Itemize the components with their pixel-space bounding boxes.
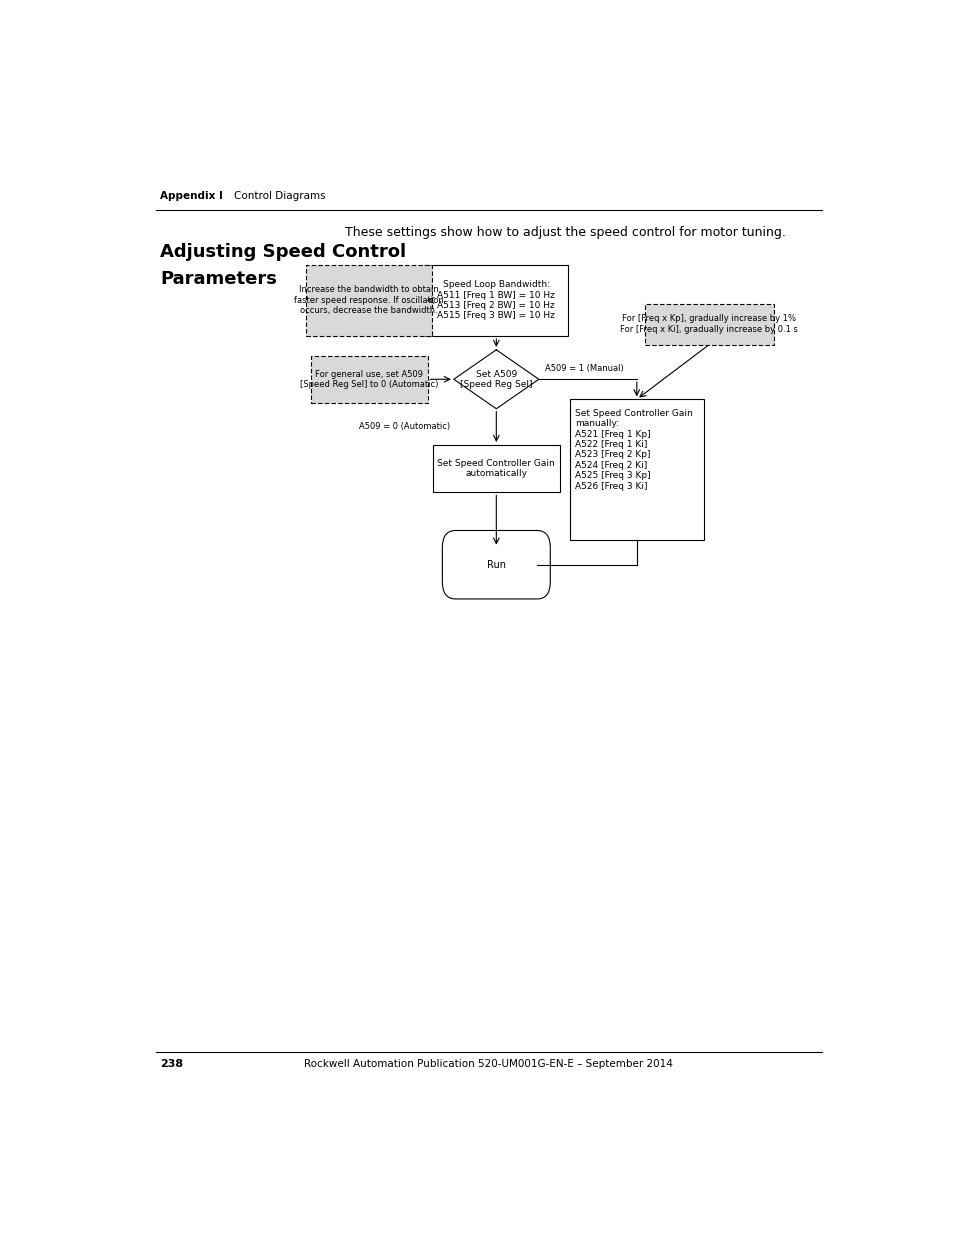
Text: These settings show how to adjust the speed control for motor tuning.: These settings show how to adjust the sp…	[344, 226, 785, 240]
Text: A509 = 0 (Automatic): A509 = 0 (Automatic)	[358, 422, 450, 431]
FancyBboxPatch shape	[644, 304, 773, 345]
Text: 238: 238	[160, 1060, 183, 1070]
Text: Set Speed Controller Gain
automatically: Set Speed Controller Gain automatically	[437, 459, 555, 478]
Text: Parameters: Parameters	[160, 270, 276, 288]
Text: A509 = 1 (Manual): A509 = 1 (Manual)	[544, 363, 623, 373]
Text: Run: Run	[486, 559, 505, 569]
Text: For [Freq x Kp], gradually increase by 1%
For [Freq x Ki], gradually increase by: For [Freq x Kp], gradually increase by 1…	[619, 315, 798, 333]
Text: Speed Loop Bandwidth:
A511 [Freq 1 BW] = 10 Hz
A513 [Freq 2 BW] = 10 Hz
A515 [Fr: Speed Loop Bandwidth: A511 [Freq 1 BW] =…	[436, 280, 555, 320]
Text: Set A509
[Speed Reg Sel]: Set A509 [Speed Reg Sel]	[459, 369, 532, 389]
Text: Appendix I: Appendix I	[160, 190, 223, 200]
FancyBboxPatch shape	[306, 264, 432, 336]
Text: Adjusting Speed Control: Adjusting Speed Control	[160, 243, 406, 262]
FancyBboxPatch shape	[442, 531, 550, 599]
Text: Increase the bandwidth to obtain
faster speed response. If oscillation
occurs, d: Increase the bandwidth to obtain faster …	[294, 285, 443, 315]
Text: For general use, set A509
[Speed Reg Sel] to 0 (Automatic): For general use, set A509 [Speed Reg Sel…	[299, 369, 437, 389]
Text: Set Speed Controller Gain
manually:
A521 [Freq 1 Kp]
A522 [Freq 1 Ki]
A523 [Freq: Set Speed Controller Gain manually: A521…	[574, 409, 692, 490]
FancyBboxPatch shape	[424, 264, 568, 336]
Text: Control Diagrams: Control Diagrams	[233, 190, 325, 200]
FancyBboxPatch shape	[433, 445, 559, 493]
FancyBboxPatch shape	[569, 399, 703, 540]
Text: Rockwell Automation Publication 520-UM001G-EN-E – September 2014: Rockwell Automation Publication 520-UM00…	[304, 1060, 673, 1070]
FancyBboxPatch shape	[311, 356, 427, 403]
